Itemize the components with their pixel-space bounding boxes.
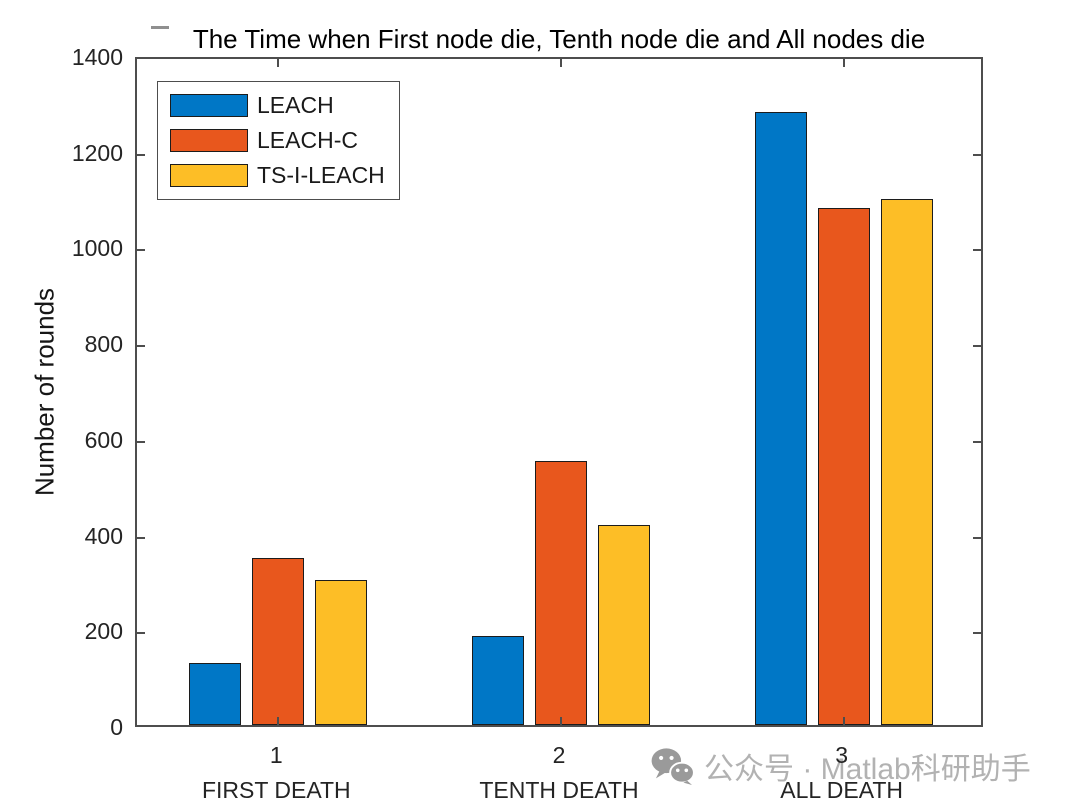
bar-leach-c-group1 xyxy=(252,558,305,725)
y-tick-right-200 xyxy=(973,632,981,635)
y-tick-label-1400: 1400 xyxy=(71,44,123,70)
x-tick-label-2: 2 xyxy=(552,742,566,768)
bar-leach-group3 xyxy=(754,112,807,725)
legend-label-leach-c: LEACH-C xyxy=(257,127,358,153)
bar-leach-group1 xyxy=(189,662,242,725)
x-tick-bottom-1 xyxy=(277,717,280,725)
watermark-text: 公众号 · Matlab科研助手 xyxy=(704,753,1031,786)
bar-leach-group2 xyxy=(472,636,524,725)
bar-leach-c-group3 xyxy=(817,208,870,725)
plot-area: LEACH LEACH-C TS-I-LEACH xyxy=(135,57,983,727)
y-tick-left-400 xyxy=(137,536,145,539)
bar-ts-i-leach-group3 xyxy=(880,198,933,725)
x-tick-bottom-2 xyxy=(560,717,562,725)
y-tick-right-1200 xyxy=(973,153,981,156)
wechat-icon xyxy=(651,748,695,785)
legend-label-leach: LEACH xyxy=(257,92,334,118)
chart-title: The Time when First node die, Tenth node… xyxy=(192,24,926,54)
x-group-label-2: TENTH DEATH xyxy=(479,777,639,803)
x-group-label-3: ALL DEATH xyxy=(780,777,904,803)
x-tick-top-2 xyxy=(560,59,562,67)
y-tick-left-800 xyxy=(137,345,145,348)
y-axis-label: Number of rounds xyxy=(29,287,60,497)
y-tick-right-400 xyxy=(973,536,981,539)
y-tick-label-800: 800 xyxy=(84,331,123,358)
x-tick-label-1: 1 xyxy=(269,742,283,768)
legend-entry-leach-c: LEACH-C xyxy=(170,127,385,154)
y-tick-label-400: 400 xyxy=(84,522,123,549)
legend-entry-leach: LEACH xyxy=(170,92,385,119)
stray-mark xyxy=(151,26,169,29)
y-tick-right-1000 xyxy=(973,249,981,252)
y-tick-label-1000: 1000 xyxy=(71,235,123,262)
y-tick-label-600: 600 xyxy=(84,426,123,453)
y-tick-right-800 xyxy=(973,345,981,348)
y-tick-label-1200: 1200 xyxy=(71,139,123,166)
y-tick-left-1000 xyxy=(137,249,145,252)
legend-swatch-leach-c xyxy=(170,129,248,152)
y-tick-right-600 xyxy=(973,440,981,443)
y-tick-label-200: 200 xyxy=(84,618,123,645)
bar-ts-i-leach-group2 xyxy=(598,524,650,725)
legend-swatch-ts-i-leach xyxy=(170,164,248,187)
watermark: 公众号 · Matlab科研助手 xyxy=(650,744,1031,788)
y-tick-left-1200 xyxy=(137,153,145,156)
x-group-label-1: FIRST DEATH xyxy=(201,777,351,803)
x-tick-top-1 xyxy=(277,59,280,67)
legend: LEACH LEACH-C TS-I-LEACH xyxy=(157,81,400,200)
y-tick-label-0: 0 xyxy=(110,714,123,740)
y-tick-left-600 xyxy=(137,440,145,443)
x-tick-bottom-3 xyxy=(842,717,845,725)
x-tick-top-3 xyxy=(842,59,845,67)
x-tick-label-3: 3 xyxy=(835,742,849,768)
legend-swatch-leach xyxy=(170,94,248,117)
y-tick-left-200 xyxy=(137,632,145,635)
bar-ts-i-leach-group1 xyxy=(315,580,368,725)
bar-leach-c-group2 xyxy=(535,460,587,725)
legend-label-ts-i-leach: TS-I-LEACH xyxy=(257,162,385,188)
legend-entry-ts-i-leach: TS-I-LEACH xyxy=(170,162,385,189)
